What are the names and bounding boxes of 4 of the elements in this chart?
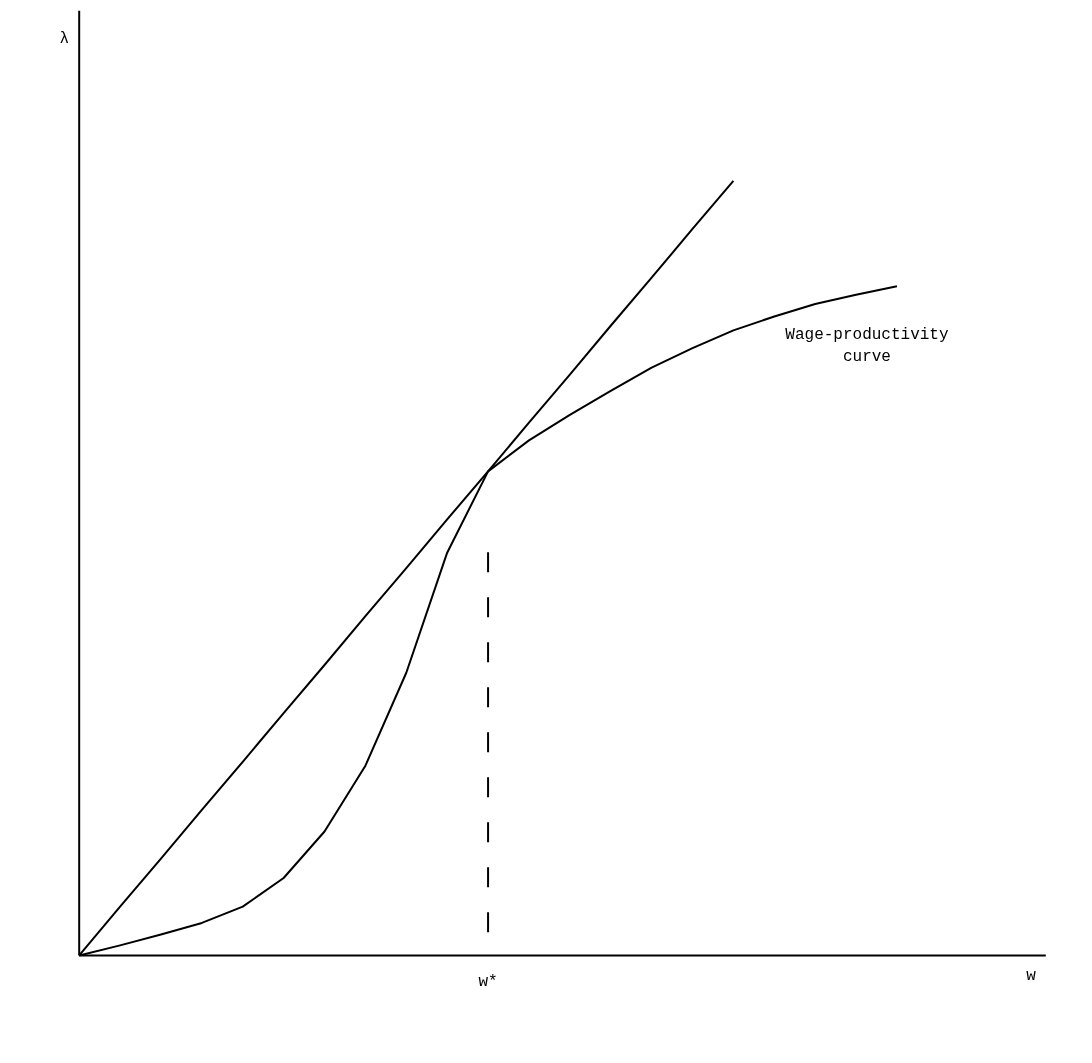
series-label: Wage-productivity curve xyxy=(785,326,949,366)
text: λ xyxy=(59,29,70,48)
text: w* xyxy=(478,973,498,992)
text: w xyxy=(1026,967,1037,986)
